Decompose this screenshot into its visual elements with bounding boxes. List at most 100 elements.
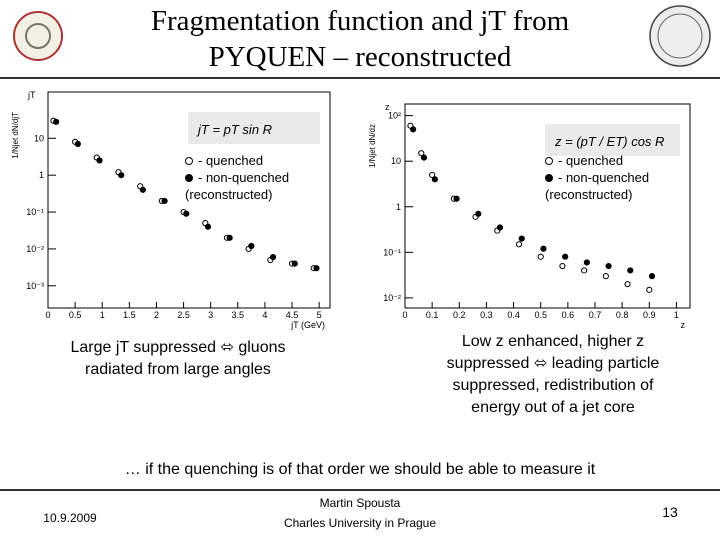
legend-marker xyxy=(545,157,553,165)
data-point xyxy=(226,234,233,241)
data-point xyxy=(559,262,566,270)
x-tick-label: 5 xyxy=(317,310,322,320)
conclusion: … if the quenching is of that order we s… xyxy=(125,461,596,478)
caption: energy out of a jet core xyxy=(471,399,635,416)
legend-note: (reconstructed) xyxy=(185,187,272,202)
data-point xyxy=(418,150,425,157)
formula: z = (pT / ET) cos R xyxy=(554,134,664,149)
x-tick-label: 0.7 xyxy=(589,310,602,320)
data-point xyxy=(453,195,460,202)
panel-label: jT xyxy=(27,90,36,100)
y-axis-label: 1/Njet dN/djT xyxy=(11,112,20,159)
y-tick-label: 10 xyxy=(34,133,44,143)
data-point xyxy=(602,273,609,280)
data-point xyxy=(420,154,428,161)
data-point xyxy=(291,260,298,267)
x-tick-label: 0.5 xyxy=(534,310,547,320)
author: Martin Spousta xyxy=(320,496,401,510)
caption: suppressed, redistribution of xyxy=(453,377,655,394)
data-point xyxy=(431,176,438,183)
data-point xyxy=(646,286,653,293)
formula-box xyxy=(545,124,680,156)
y-tick-label: 10⁻¹ xyxy=(383,247,401,257)
x-tick-label: 0.5 xyxy=(69,310,82,320)
date: 10.9.2009 xyxy=(43,511,97,525)
page-number: 13 xyxy=(662,504,678,520)
logo-right xyxy=(649,5,711,67)
panel-label: z xyxy=(385,102,390,112)
logo-left xyxy=(13,11,63,61)
data-point xyxy=(537,253,544,260)
legend-label: - non-quenched xyxy=(198,170,289,185)
y-tick-label: 10⁻¹ xyxy=(26,207,44,217)
formula-box xyxy=(188,112,320,144)
legend-marker xyxy=(545,174,553,182)
data-point xyxy=(139,186,147,193)
caption: suppressed ⬄ leading particle xyxy=(447,355,660,372)
y-tick-label: 1 xyxy=(396,202,401,212)
title-line: PYQUEN – reconstructed xyxy=(209,41,512,73)
formula: jT = pT sin R xyxy=(196,122,272,137)
y-tick-label: 10⁻² xyxy=(26,244,44,254)
legend-label: - quenched xyxy=(558,153,623,168)
x-tick-label: 1 xyxy=(100,310,105,320)
x-tick-label: 4 xyxy=(262,310,267,320)
affiliation: Charles University in Prague xyxy=(284,516,436,530)
data-point xyxy=(518,235,525,242)
x-tick-label: 0 xyxy=(45,310,50,320)
data-point xyxy=(269,254,277,261)
chart: jT = pT sin R jT jT (GeV) 1/Njet dN/djT 0 0.5… xyxy=(11,90,331,330)
y-axis-label: 1/Njet dN/dz xyxy=(368,124,377,168)
y-tick-label: 10² xyxy=(388,111,401,121)
data-point xyxy=(313,265,320,272)
caption: Low z enhanced, higher z xyxy=(462,333,644,350)
data-point xyxy=(475,210,482,217)
x-tick-label: 4.5 xyxy=(286,310,299,320)
data-point xyxy=(204,223,212,230)
data-point xyxy=(627,267,634,274)
data-point xyxy=(248,242,255,250)
legend-label: - non-quenched xyxy=(558,170,649,185)
x-tick-label: 2 xyxy=(154,310,159,320)
x-tick-label: 0.3 xyxy=(480,310,493,320)
title-line: Fragmentation function and jT from xyxy=(151,5,570,37)
x-tick-label: 0.9 xyxy=(643,310,656,320)
data-point xyxy=(583,259,590,266)
data-point xyxy=(410,126,417,133)
x-axis-label: z xyxy=(681,320,686,330)
x-tick-label: 0.1 xyxy=(426,310,439,320)
data-point xyxy=(648,273,656,280)
y-tick-label: 10 xyxy=(391,156,401,166)
data-point xyxy=(429,171,436,179)
x-axis-label: jT (GeV) xyxy=(290,320,325,330)
x-tick-label: 3.5 xyxy=(232,310,245,320)
x-tick-label: 0.2 xyxy=(453,310,466,320)
chart: z = (pT / ET) cos R z z 1/Njet dN/dz 0 0.1 0.2… xyxy=(368,102,691,330)
data-point xyxy=(118,172,125,179)
data-point xyxy=(605,262,612,270)
x-tick-label: 1 xyxy=(674,310,679,320)
data-point xyxy=(53,118,60,125)
x-tick-label: 3 xyxy=(208,310,213,320)
data-point xyxy=(624,281,631,288)
data-point xyxy=(562,253,569,260)
data-point xyxy=(74,140,81,148)
x-tick-label: 0.8 xyxy=(616,310,629,320)
y-tick-label: 1 xyxy=(39,170,44,180)
x-tick-label: 1.5 xyxy=(123,310,136,320)
x-tick-label: 0.4 xyxy=(507,310,520,320)
caption: Large jT suppressed ⬄ gluons xyxy=(70,339,285,356)
legend-label: - quenched xyxy=(198,153,263,168)
caption: radiated from large angles xyxy=(85,361,271,378)
legend-marker xyxy=(185,174,193,182)
data-point xyxy=(581,267,588,274)
legend-marker xyxy=(185,157,193,165)
y-tick-label: 10⁻³ xyxy=(26,281,44,291)
legend-note: (reconstructed) xyxy=(545,187,632,202)
data-point xyxy=(515,241,523,248)
data-point xyxy=(183,210,190,217)
data-point xyxy=(161,197,168,205)
x-tick-label: 0 xyxy=(402,310,407,320)
x-tick-label: 0.6 xyxy=(562,310,575,320)
